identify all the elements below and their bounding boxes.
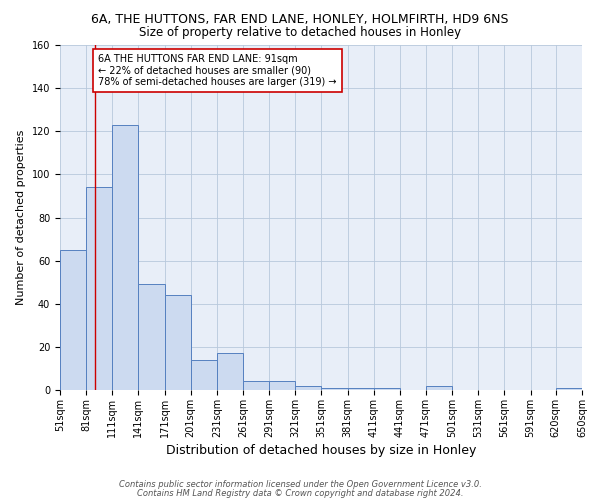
Bar [86, 188, 112, 390]
Text: 6A THE HUTTONS FAR END LANE: 91sqm
← 22% of detached houses are smaller (90)
78%: 6A THE HUTTONS FAR END LANE: 91sqm ← 22%… [98, 54, 337, 87]
Bar [164, 295, 191, 390]
Bar [217, 354, 243, 390]
Bar [60, 250, 86, 390]
Bar [243, 382, 269, 390]
Text: Size of property relative to detached houses in Honley: Size of property relative to detached ho… [139, 26, 461, 39]
Bar [269, 382, 295, 390]
Text: 6A, THE HUTTONS, FAR END LANE, HONLEY, HOLMFIRTH, HD9 6NS: 6A, THE HUTTONS, FAR END LANE, HONLEY, H… [91, 12, 509, 26]
Bar [374, 388, 400, 390]
Bar [556, 388, 582, 390]
Bar [191, 360, 217, 390]
Bar [295, 386, 322, 390]
Bar [426, 386, 452, 390]
Bar [322, 388, 347, 390]
Y-axis label: Number of detached properties: Number of detached properties [16, 130, 26, 305]
Text: Contains public sector information licensed under the Open Government Licence v3: Contains public sector information licen… [119, 480, 481, 489]
Bar [139, 284, 164, 390]
X-axis label: Distribution of detached houses by size in Honley: Distribution of detached houses by size … [166, 444, 476, 457]
Text: Contains HM Land Registry data © Crown copyright and database right 2024.: Contains HM Land Registry data © Crown c… [137, 488, 463, 498]
Bar [112, 125, 139, 390]
Bar [347, 388, 374, 390]
